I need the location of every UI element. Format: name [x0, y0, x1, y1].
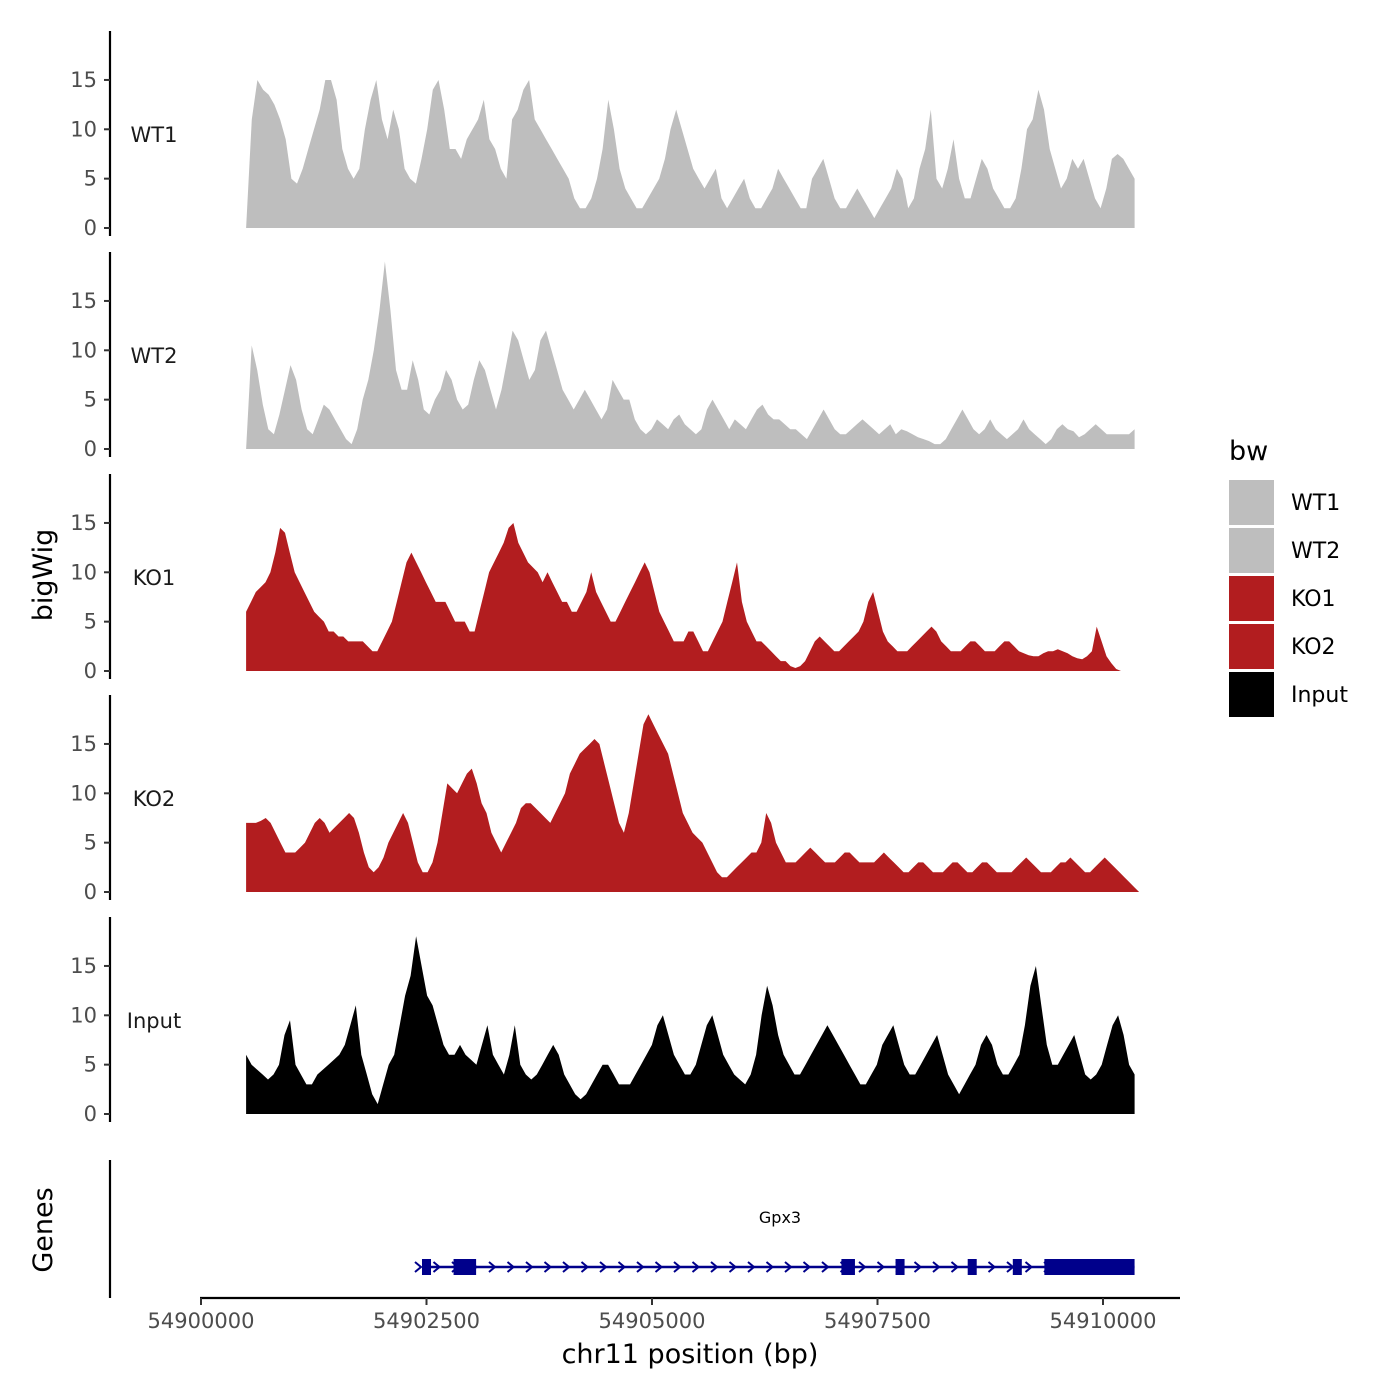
- y-tick-label: 0: [84, 437, 97, 461]
- y-tick-label: 10: [70, 117, 97, 141]
- y-tick-label: 10: [70, 338, 97, 362]
- area-wt2: [246, 261, 1135, 449]
- y-tick-label: 10: [70, 1003, 97, 1027]
- strand-chevron: [747, 1261, 756, 1273]
- strand-chevron: [728, 1261, 738, 1273]
- strand-chevron: [765, 1261, 775, 1273]
- strand-chevron: [784, 1261, 793, 1273]
- gene-exon: [967, 1259, 977, 1275]
- gene-name-label: Gpx3: [759, 1208, 801, 1227]
- track-label-input: Input: [127, 1009, 181, 1033]
- area-input: [246, 936, 1135, 1114]
- strand-chevron: [821, 1261, 830, 1273]
- gene-exon: [421, 1259, 432, 1275]
- strand-chevron: [932, 1261, 941, 1273]
- legend-label-ko2: KO2: [1291, 635, 1336, 660]
- x-tick-label: 54902500: [373, 1309, 480, 1333]
- track-label-ko2: KO2: [133, 787, 176, 811]
- x-ticks: 54900000 54902500 54905000 54907500 54910000: [148, 1298, 1157, 1333]
- legend-swatch-wt1: [1229, 480, 1274, 525]
- track-input: 0 5 10 15 Input: [70, 917, 1135, 1126]
- y-tick-label: 15: [70, 289, 97, 313]
- y-tick-label: 0: [84, 1102, 97, 1126]
- legend-label-wt2: WT2: [1291, 539, 1340, 564]
- y-tick-label: 15: [70, 511, 97, 535]
- gene-exon: [895, 1259, 905, 1275]
- strand-chevron: [876, 1261, 886, 1273]
- x-axis: 54900000 54902500 54905000 54907500 54910000…: [148, 1296, 1180, 1370]
- gene-exon: [841, 1259, 855, 1275]
- legend-label-input: Input: [1291, 683, 1348, 708]
- x-tick-label: 54905000: [599, 1309, 706, 1333]
- y-tick-label: 15: [70, 68, 97, 92]
- strand-chevron: [802, 1261, 812, 1273]
- legend-swatch-input: [1229, 672, 1274, 717]
- x-tick-label: 54910000: [1050, 1309, 1157, 1333]
- strand-chevron: [488, 1261, 497, 1273]
- gene-track-title: Genes: [28, 1187, 59, 1272]
- strand-chevron: [580, 1261, 590, 1273]
- legend: bw WT1 WT2 KO1 KO2 Input: [1229, 436, 1348, 717]
- strand-chevron: [414, 1261, 423, 1273]
- track-label-wt2: WT2: [131, 344, 178, 368]
- track-ko2: 0 5 10 15 KO2: [70, 695, 1140, 904]
- y-tick-label: 5: [84, 610, 97, 634]
- strand-chevron: [617, 1261, 627, 1273]
- strand-chevron: [987, 1261, 997, 1273]
- y-tick-label: 0: [84, 659, 97, 683]
- legend-label-ko1: KO1: [1291, 587, 1336, 612]
- gene-panel: Genes Gpx3: [28, 1160, 1135, 1298]
- strand-chevron: [432, 1261, 442, 1273]
- legend-title: bw: [1229, 436, 1268, 467]
- legend-label-wt1: WT1: [1291, 491, 1340, 516]
- legend-items: WT1 WT2 KO1 KO2 Input: [1229, 480, 1348, 717]
- strand-chevron: [599, 1261, 608, 1273]
- y-tick-label: 5: [84, 1053, 97, 1077]
- x-axis-title: chr11 position (bp): [562, 1339, 819, 1370]
- track-ko1: 0 5 10 15 KO1: [70, 474, 1122, 683]
- y-tick-label: 15: [70, 954, 97, 978]
- y-axis-title: bigWig: [28, 529, 59, 622]
- strand-chevron: [636, 1261, 645, 1273]
- strand-chevron: [1024, 1261, 1034, 1273]
- strand-chevron: [858, 1261, 867, 1273]
- gene-exon: [453, 1259, 477, 1275]
- track-label-wt1: WT1: [131, 123, 178, 147]
- area-wt1: [246, 80, 1135, 228]
- strand-chevron: [950, 1261, 960, 1273]
- area-ko2: [246, 714, 1140, 892]
- track-label-ko1: KO1: [133, 566, 176, 590]
- track-wt2: 0 5 10 15 WT2: [70, 252, 1135, 461]
- strand-chevron: [913, 1261, 923, 1273]
- strand-chevron: [506, 1261, 516, 1273]
- strand-chevron: [562, 1261, 571, 1273]
- y-tick-label: 0: [84, 216, 97, 240]
- legend-swatch-ko1: [1229, 576, 1274, 621]
- gene-exon: [1044, 1259, 1135, 1275]
- x-tick-label: 54900000: [148, 1309, 255, 1333]
- y-tick-label: 5: [84, 167, 97, 191]
- y-tick-label: 0: [84, 880, 97, 904]
- gene-exon: [1012, 1259, 1022, 1275]
- legend-swatch-ko2: [1229, 624, 1274, 669]
- strand-chevron: [525, 1261, 534, 1273]
- strand-chevron: [710, 1261, 719, 1273]
- track-wt1: 0 5 10 15 WT1: [70, 31, 1135, 240]
- gene-model: [414, 1259, 1135, 1275]
- legend-swatch-wt2: [1229, 528, 1274, 573]
- strand-chevron: [543, 1261, 553, 1273]
- x-tick-label: 54907500: [824, 1309, 931, 1333]
- y-tick-label: 10: [70, 781, 97, 805]
- y-tick-label: 5: [84, 831, 97, 855]
- strand-chevron: [673, 1261, 682, 1273]
- track-panels: 0 5 10 15 WT1 0 5 10 15 WT2 0 5 10 15 KO1 0 5 10 15 KO2 0 5 10…: [70, 31, 1140, 1126]
- y-tick-label: 5: [84, 388, 97, 412]
- strand-chevron: [654, 1261, 664, 1273]
- strand-chevron: [691, 1261, 701, 1273]
- y-tick-label: 15: [70, 732, 97, 756]
- area-ko1: [246, 523, 1122, 671]
- y-tick-label: 10: [70, 560, 97, 584]
